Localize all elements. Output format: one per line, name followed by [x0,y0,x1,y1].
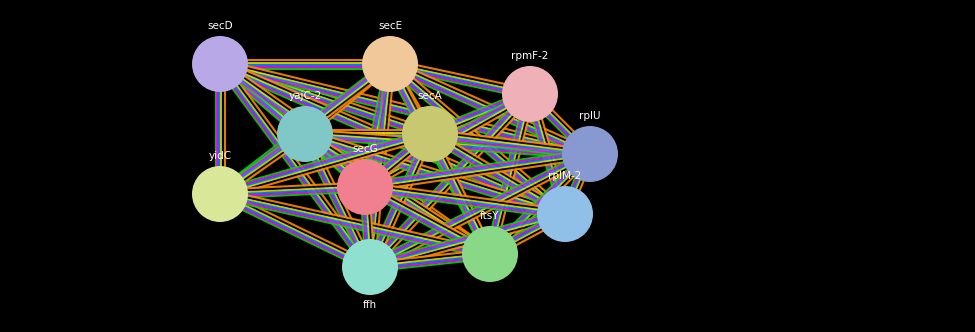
Circle shape [337,159,393,215]
Text: secG: secG [352,144,378,154]
Text: secA: secA [417,91,443,101]
Circle shape [537,186,593,242]
Circle shape [502,66,558,122]
Circle shape [192,166,248,222]
Text: rplM-2: rplM-2 [548,171,582,181]
Text: yidC: yidC [209,151,232,161]
Text: ffh: ffh [363,300,377,310]
Circle shape [402,106,458,162]
Circle shape [277,106,333,162]
Text: rpmF-2: rpmF-2 [511,51,549,61]
Circle shape [562,126,618,182]
Circle shape [362,36,418,92]
Text: rplU: rplU [579,111,601,121]
Text: secD: secD [207,21,233,31]
Text: yajC-2: yajC-2 [289,91,322,101]
Text: ftsY: ftsY [481,211,500,221]
Circle shape [462,226,518,282]
Circle shape [192,36,248,92]
Circle shape [342,239,398,295]
Text: secE: secE [378,21,402,31]
